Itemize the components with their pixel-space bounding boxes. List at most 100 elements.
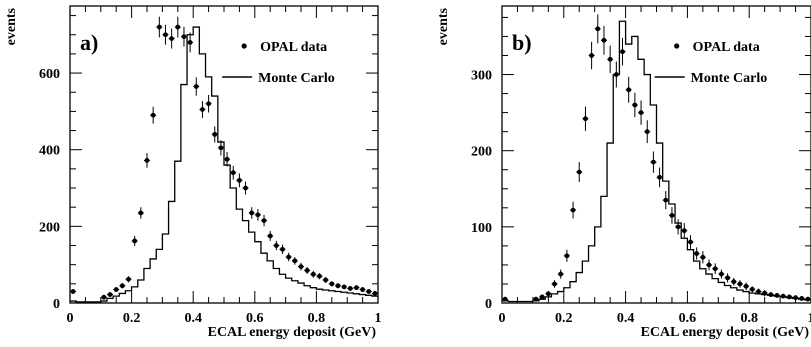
data-point — [799, 296, 805, 301]
data-point — [552, 281, 557, 287]
data-point — [558, 271, 564, 277]
data-point — [70, 289, 76, 294]
data-point — [224, 156, 230, 162]
data-point — [329, 281, 335, 287]
panel-a: 0 200 400 600 0 0.2 0.4 0.6 0.8 1 events ECAL energ… — [4, 5, 382, 340]
data-point — [230, 170, 236, 176]
y-axis-title: events — [4, 7, 19, 45]
data-point — [663, 197, 669, 203]
monte-carlo-histogram — [502, 20, 811, 303]
x-tick-label: 0.6 — [246, 311, 264, 326]
x-tick-label: 1 — [375, 311, 382, 326]
data-point — [502, 296, 508, 302]
data-point — [175, 24, 181, 30]
data-point — [756, 289, 761, 294]
data-point — [156, 24, 162, 30]
data-point — [607, 56, 613, 62]
data-point — [249, 210, 255, 216]
data-point — [669, 213, 675, 218]
data-point — [218, 145, 224, 151]
data-point — [347, 286, 353, 291]
y-tick-label: 100 — [471, 221, 492, 236]
y-axis-title: events — [436, 7, 451, 45]
data-point — [132, 238, 138, 244]
data-point — [681, 228, 687, 234]
data-point — [786, 294, 792, 300]
data-point — [737, 281, 743, 287]
data-point — [638, 110, 644, 116]
data-point — [317, 273, 322, 279]
x-axis-title: ECAL energy deposit (GeV) — [208, 325, 377, 340]
plot-frame — [501, 5, 811, 304]
panel-letter: a) — [80, 30, 98, 55]
data-point — [688, 239, 693, 245]
x-tick-label: 0 — [499, 311, 506, 326]
data-point — [150, 112, 156, 118]
data-point — [366, 289, 372, 294]
legend-marker-data — [674, 43, 680, 49]
data-point — [675, 224, 681, 230]
data-point — [187, 40, 193, 45]
data-point — [589, 53, 595, 58]
data-point — [273, 243, 279, 248]
x-axis-title: ECAL energy deposit (GeV) — [641, 325, 810, 340]
y-tick-label: 400 — [39, 144, 60, 159]
data-point — [144, 158, 150, 163]
data-point — [372, 291, 378, 296]
data-point — [360, 287, 365, 292]
x-tick-label: 0.8 — [740, 311, 758, 326]
data-point — [712, 266, 718, 272]
data-point — [113, 287, 119, 292]
data-point — [169, 36, 175, 41]
data-point — [243, 185, 248, 191]
x-tick-label: 0.8 — [308, 311, 326, 326]
legend-marker-data — [241, 43, 247, 49]
monte-carlo-histogram — [70, 26, 378, 303]
data-point — [644, 129, 650, 135]
data-point — [107, 292, 113, 297]
data-point — [310, 271, 316, 277]
data-point — [768, 292, 774, 298]
data-point — [762, 290, 768, 296]
panel-b: 0 100 200 300 0 0.2 0.4 0.6 0.8 1 events ECAL energ… — [436, 5, 811, 340]
data-point — [206, 101, 212, 107]
data-point — [694, 251, 700, 256]
data-point — [539, 294, 545, 300]
data-point — [595, 26, 601, 32]
data-point — [286, 254, 292, 260]
x-tick-label: 0.4 — [617, 311, 635, 326]
data-point — [354, 285, 359, 291]
data-point — [323, 277, 329, 283]
y-tick-label: 0 — [53, 297, 60, 312]
data-point — [545, 291, 551, 297]
legend-label-mc: Monte Carlo — [691, 71, 768, 86]
legend-label-data: OPAL data — [260, 40, 327, 55]
data-point — [805, 296, 811, 302]
data-point — [725, 275, 730, 281]
data-point — [570, 207, 576, 213]
data-point — [193, 84, 199, 89]
data-point — [292, 258, 298, 264]
data-point — [138, 210, 144, 216]
x-tick-label: 0.6 — [679, 311, 697, 326]
data-point — [657, 174, 662, 180]
data-point — [651, 159, 656, 165]
data-point — [601, 37, 607, 43]
data-point — [341, 284, 347, 290]
data-point — [564, 253, 570, 259]
data-point — [181, 34, 187, 40]
data-point — [706, 262, 712, 268]
y-tick-label: 200 — [39, 220, 60, 235]
data-point — [200, 107, 205, 112]
data-point — [101, 294, 107, 300]
data-point — [620, 49, 625, 55]
y-tick-label: 600 — [39, 67, 60, 82]
data-point — [267, 233, 273, 239]
legend-label-mc: Monte Carlo — [258, 71, 335, 86]
data-point — [774, 292, 780, 298]
data-point — [718, 271, 724, 277]
x-tick-label: 0.2 — [123, 311, 141, 326]
data-point — [237, 177, 242, 183]
data-point — [533, 296, 539, 302]
data-point — [583, 116, 588, 122]
